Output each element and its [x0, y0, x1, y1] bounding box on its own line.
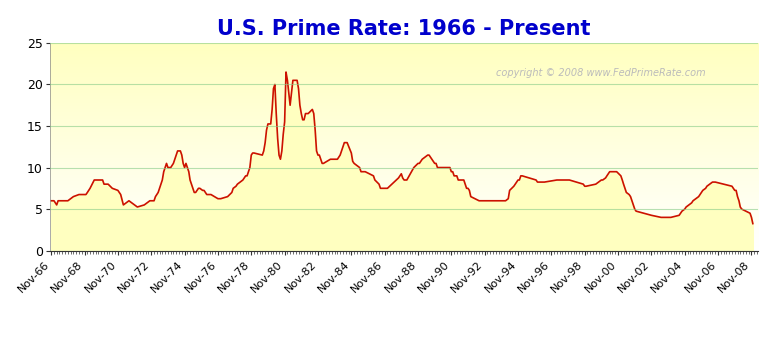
Text: copyright © 2008 www.FedPrimeRate.com: copyright © 2008 www.FedPrimeRate.com — [496, 68, 705, 78]
Title: U.S. Prime Rate: 1966 - Present: U.S. Prime Rate: 1966 - Present — [218, 19, 591, 39]
